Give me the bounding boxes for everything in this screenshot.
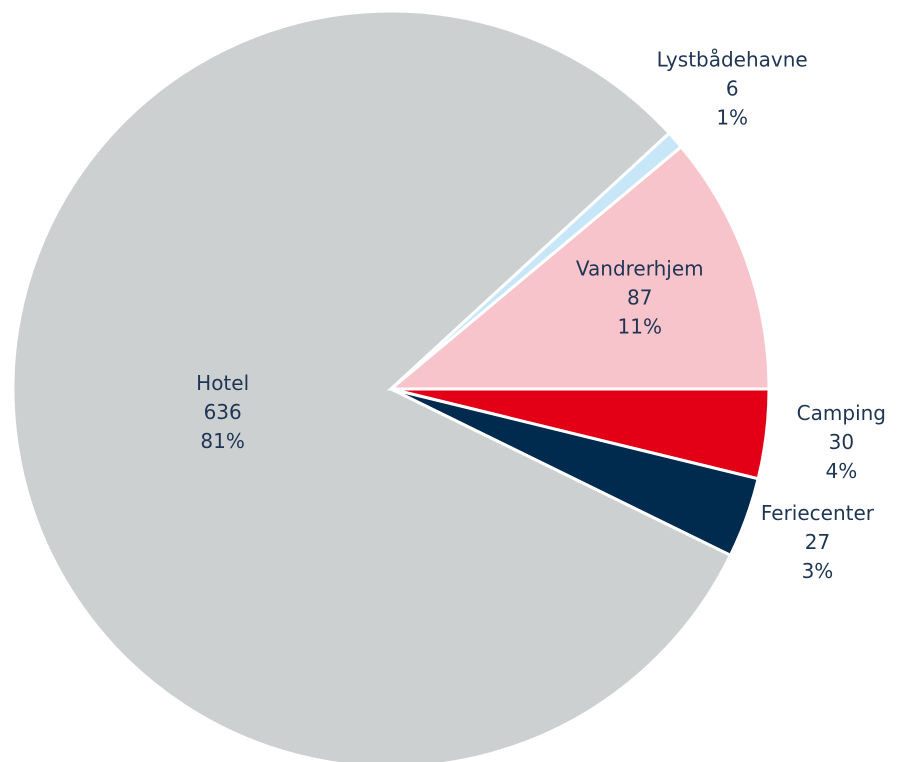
slice-percent: 1% — [716, 106, 748, 130]
slice-percent: 81% — [200, 429, 244, 453]
slice-label: Hotel — [196, 371, 249, 395]
slice-percent: 4% — [825, 459, 857, 483]
pie-slice — [386, 144, 771, 391]
slice-label: Camping — [797, 401, 886, 425]
slice-percent: 11% — [618, 314, 662, 338]
slice-value: 636 — [204, 400, 242, 424]
slice-label: Feriecenter — [761, 501, 875, 525]
slice-value: 27 — [805, 530, 830, 554]
slice-percent: 3% — [802, 559, 834, 583]
slice-value: 87 — [627, 285, 652, 309]
slice-label: Lystbådehavne — [657, 48, 808, 72]
slice-value: 30 — [829, 430, 854, 454]
pie-slice — [11, 9, 733, 762]
slice-value: 6 — [726, 77, 739, 101]
slice-label: Vandrerhjem — [576, 256, 704, 280]
